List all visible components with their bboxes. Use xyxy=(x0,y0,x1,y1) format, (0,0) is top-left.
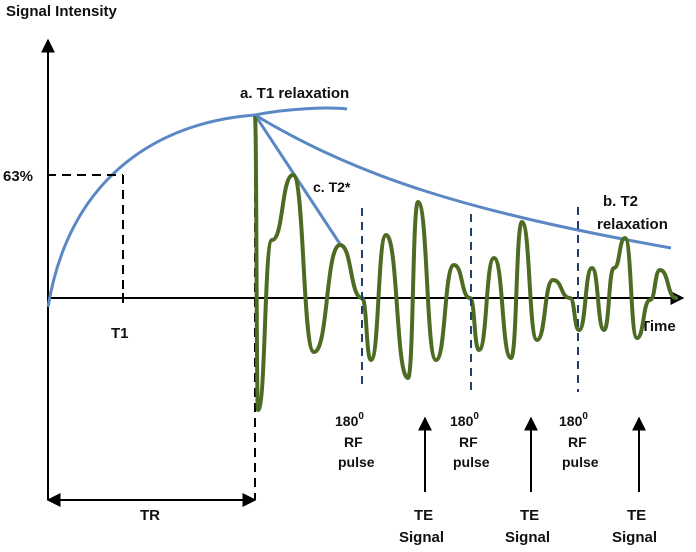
svg-text:1800: 1800 xyxy=(559,411,588,429)
svg-text:RF: RF xyxy=(568,434,587,450)
svg-text:RF: RF xyxy=(459,434,478,450)
svg-text:TE: TE xyxy=(520,507,539,524)
svg-text:1800: 1800 xyxy=(335,411,364,429)
svg-text:RF: RF xyxy=(344,434,363,450)
svg-text:pulse: pulse xyxy=(453,454,490,470)
svg-text:TE: TE xyxy=(414,507,433,524)
svg-text:Signal: Signal xyxy=(505,529,550,546)
svg-text:TE: TE xyxy=(627,507,646,524)
t1-relaxation-label: a. T1 relaxation xyxy=(240,85,349,102)
svg-text:pulse: pulse xyxy=(562,454,599,470)
rf-pulse-label-1: 1800 RF pulse xyxy=(335,411,375,470)
rf-pulse-label-3: 1800 RF pulse xyxy=(559,411,599,470)
t1-recovery-curve xyxy=(46,106,348,308)
svg-text:pulse: pulse xyxy=(338,454,375,470)
t2-relaxation-label-2: relaxation xyxy=(597,216,668,233)
pct-63-label: 63% xyxy=(3,168,33,185)
te-signal-label-1: TE Signal xyxy=(399,507,444,546)
fid-echo-signal xyxy=(253,116,678,412)
x-axis-label: Time xyxy=(641,318,676,335)
t2-relaxation-label-1: b. T2 xyxy=(603,193,638,210)
rf-pulse-label-2: 1800 RF pulse xyxy=(450,411,490,470)
tr-label: TR xyxy=(140,507,160,524)
te-signal-label-2: TE Signal xyxy=(505,507,550,546)
y-axis-label: Signal Intensity xyxy=(6,3,118,20)
svg-text:Signal: Signal xyxy=(612,529,657,546)
svg-text:Signal: Signal xyxy=(399,529,444,546)
te-signal-label-3: TE Signal xyxy=(612,507,657,546)
t1-label: T1 xyxy=(111,325,129,342)
svg-text:1800: 1800 xyxy=(450,411,479,429)
t2-decay-curve xyxy=(254,113,672,250)
t2-star-label: c. T2* xyxy=(313,179,351,195)
